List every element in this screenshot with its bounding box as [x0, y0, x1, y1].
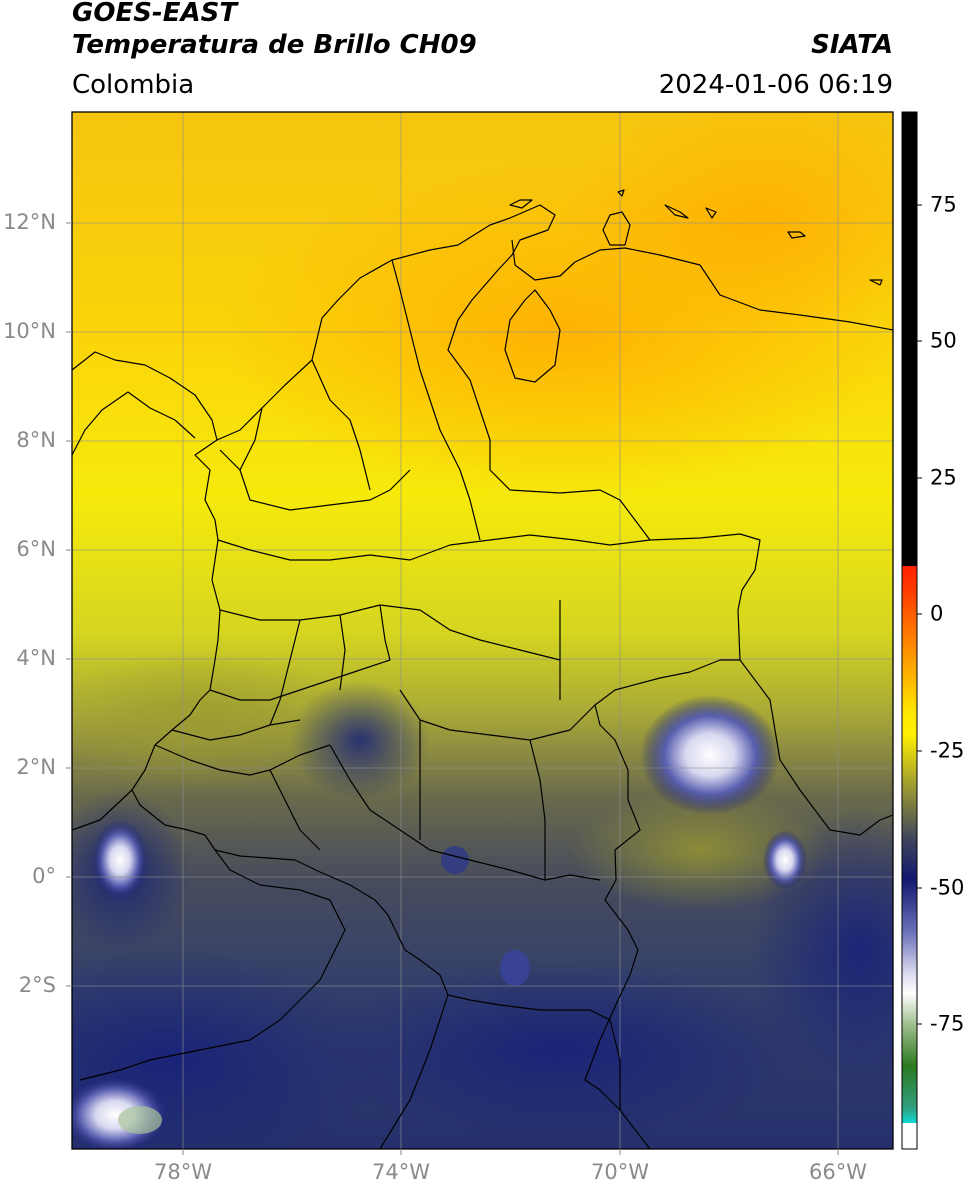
- colorbar-label-0: 0: [930, 601, 944, 626]
- title-product: Temperatura de Brillo CH09: [72, 30, 477, 60]
- timestamp-label: 2024-01-06 06:19: [658, 70, 893, 100]
- lat-label-6n: 6°N: [16, 537, 56, 561]
- colorbar-label-neg50: -50: [930, 875, 965, 900]
- lon-label-66w: 66°W: [809, 1160, 867, 1184]
- colorbar-label-50: 50: [930, 328, 957, 353]
- lat-label-2s: 2°S: [18, 973, 56, 997]
- region-label: Colombia: [72, 70, 195, 100]
- colorbar-label-25: 25: [930, 465, 957, 490]
- plot-frame: [71, 111, 894, 1150]
- colorbar-label-75: 75: [930, 192, 957, 217]
- lat-label-2n: 2°N: [16, 755, 56, 779]
- colorbar-ticks: [917, 204, 922, 1025]
- colorbar: [901, 111, 922, 1150]
- colorbar-scale: [901, 111, 918, 1150]
- colorbar-label-neg25: -25: [930, 738, 965, 763]
- brand-label: SIATA: [811, 30, 893, 60]
- lat-label-10n: 10°N: [3, 319, 56, 343]
- graticule: [72, 112, 893, 1149]
- title-satellite: GOES-EAST: [72, 0, 238, 28]
- lat-label-8n: 8°N: [16, 428, 56, 452]
- lon-label-70w: 70°W: [591, 1160, 649, 1184]
- colorbar-label-neg75: -75: [930, 1011, 965, 1036]
- country-borders: [72, 189, 893, 1149]
- lon-label-74w: 74°W: [372, 1160, 430, 1184]
- lat-label-12n: 12°N: [3, 210, 56, 234]
- brightness-temperature-field: [72, 112, 893, 1149]
- lon-label-78w: 78°W: [154, 1160, 212, 1184]
- axis-ticks: [66, 222, 839, 1155]
- lat-label-0: 0°: [32, 864, 56, 888]
- lat-label-4n: 4°N: [16, 646, 56, 670]
